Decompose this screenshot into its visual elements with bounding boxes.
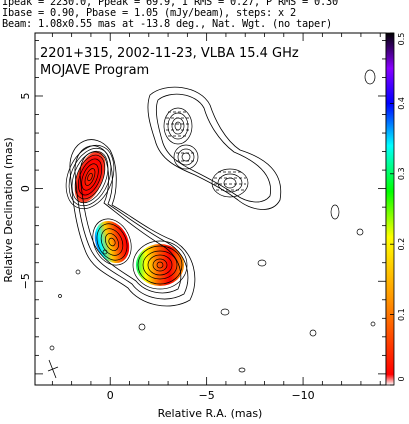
x-tick-label: −5 <box>199 389 215 402</box>
y-tick-label: 5 <box>19 92 32 99</box>
north-envelope-2 <box>155 93 272 203</box>
colorbar-tick-label: 0.2 <box>397 238 406 251</box>
y-tick-label: 0 <box>19 185 32 192</box>
colorbar-tick-label: 0.4 <box>397 97 406 110</box>
colorbar <box>385 32 395 386</box>
y-tick-label: −5 <box>19 273 32 289</box>
colorbar-tick-labels: 0 0.1 0.2 0.3 0.4 0.5 <box>390 32 406 386</box>
y-axis-label: Relative Declination (mas) <box>2 137 15 282</box>
header-line-2: Ibase = 0.90, Pbase = 1.05 (mJy/beam), s… <box>2 7 296 19</box>
x-axis-label: Relative R.A. (mas) <box>158 407 263 420</box>
beam-symbol <box>47 359 59 379</box>
colorbar-tick-label: 0 <box>397 376 406 381</box>
contour-envelope <box>69 139 196 307</box>
mid-knot-contours <box>173 144 199 170</box>
north-envelope <box>147 86 282 210</box>
header-line-3: Beam: 1.08x0.55 mas at -13.8 deg., Nat. … <box>2 18 332 30</box>
plot-frame <box>34 32 387 386</box>
noise-contours <box>49 69 376 373</box>
map-content <box>47 69 376 379</box>
contour-envelope-3 <box>79 151 182 294</box>
pol-inner-jet <box>94 220 130 264</box>
west-knot-contours <box>211 168 249 198</box>
colorbar-tick-label: 0.5 <box>397 33 406 46</box>
plot-title: 2201+315, 2002-11-23, VLBA 15.4 GHz <box>40 46 299 61</box>
header-line-1: Ipeak = 2230.0, Ppeak = 69.9, I RMS = 0.… <box>2 0 338 8</box>
x-tick-labels: 0 −5 −10 <box>107 389 315 402</box>
colorbar-tick-label: 0.1 <box>397 308 406 321</box>
contour-envelope-2 <box>74 145 189 300</box>
colorbar-tick-label: 0.3 <box>397 167 406 180</box>
inner-jet-contours <box>92 218 132 266</box>
jet-knot-contours <box>132 240 188 290</box>
plot-subtitle: MOJAVE Program <box>40 63 149 78</box>
x-tick-label: −10 <box>291 389 314 402</box>
y-tick-labels: 5 0 −5 <box>19 92 32 289</box>
x-tick-label: 0 <box>107 389 114 402</box>
pol-jet-knot <box>136 244 184 286</box>
north-lobe-contours <box>163 107 193 145</box>
axis-ticks <box>35 33 386 385</box>
core-contours <box>65 144 115 210</box>
